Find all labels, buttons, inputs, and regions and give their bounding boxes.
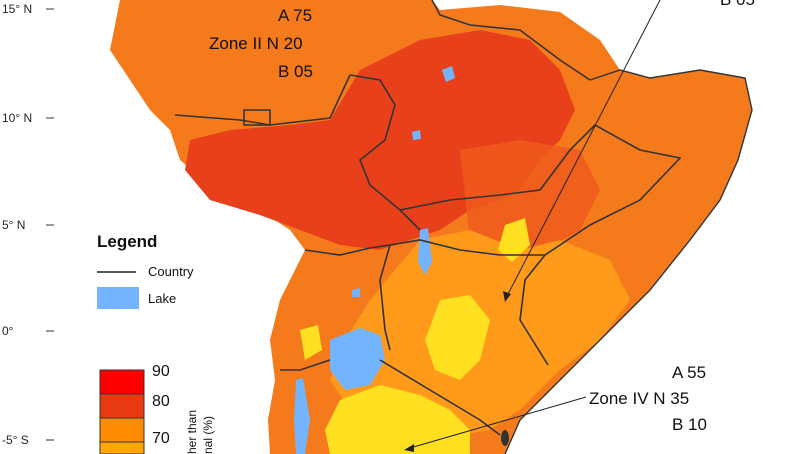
scale-box-next [99, 441, 145, 454]
lat-label-10n: 10° N [2, 111, 32, 125]
color-scale: 90 80 70 her than nal (%) [99, 363, 215, 454]
lat-label-5s: -5° S [2, 433, 29, 447]
region-yellow-4 [300, 325, 322, 360]
lake-tanganyika [294, 378, 310, 454]
arrow-top [504, 0, 661, 301]
zone4-a: A 55 [672, 363, 706, 382]
zone2-b: B 05 [278, 62, 313, 81]
scale-axis-title-1: her than [185, 410, 199, 454]
lake-victoria [330, 328, 385, 390]
island-zanzibar [501, 430, 509, 446]
scale-label-90: 90 [152, 363, 170, 380]
region-red-orange [460, 140, 600, 255]
lake-tana [442, 66, 455, 82]
zone4-zone-n: Zone IV N 35 [589, 389, 689, 408]
arrowhead-top [503, 291, 511, 302]
scale-axis-title-2: nal (%) [201, 416, 215, 454]
scale-label-70: 70 [152, 430, 170, 447]
region-yellow-2 [325, 385, 470, 454]
scale-box-70 [99, 417, 145, 443]
legend-lake-swatch [97, 287, 139, 309]
lat-label-0: 0° [2, 324, 14, 338]
region-yellow-1 [425, 295, 490, 380]
lake-small-1 [352, 288, 360, 297]
legend-country-label: Country [148, 264, 194, 279]
lat-label-15n: 15° N [2, 2, 32, 16]
legend-title: Legend [97, 232, 157, 251]
lat-label-5n: 5° N [2, 218, 25, 232]
arrowhead-bottom [404, 444, 414, 452]
region-yellow-3 [498, 218, 530, 262]
coastline [504, 69, 753, 454]
zone2-a: A 75 [278, 6, 312, 25]
scale-box-80 [99, 393, 145, 419]
scale-box-90 [99, 369, 145, 395]
arrow-bottom [409, 396, 587, 449]
zone4-b: B 10 [672, 415, 707, 434]
scale-label-80: 80 [152, 393, 170, 410]
legend: Legend Country Lake [97, 232, 194, 309]
lake-small-2 [412, 130, 421, 140]
legend-lake-label: Lake [148, 291, 176, 306]
zone2-zone-n: Zone II N 20 [209, 34, 303, 53]
zone-topright-b: B 05 [720, 0, 755, 9]
